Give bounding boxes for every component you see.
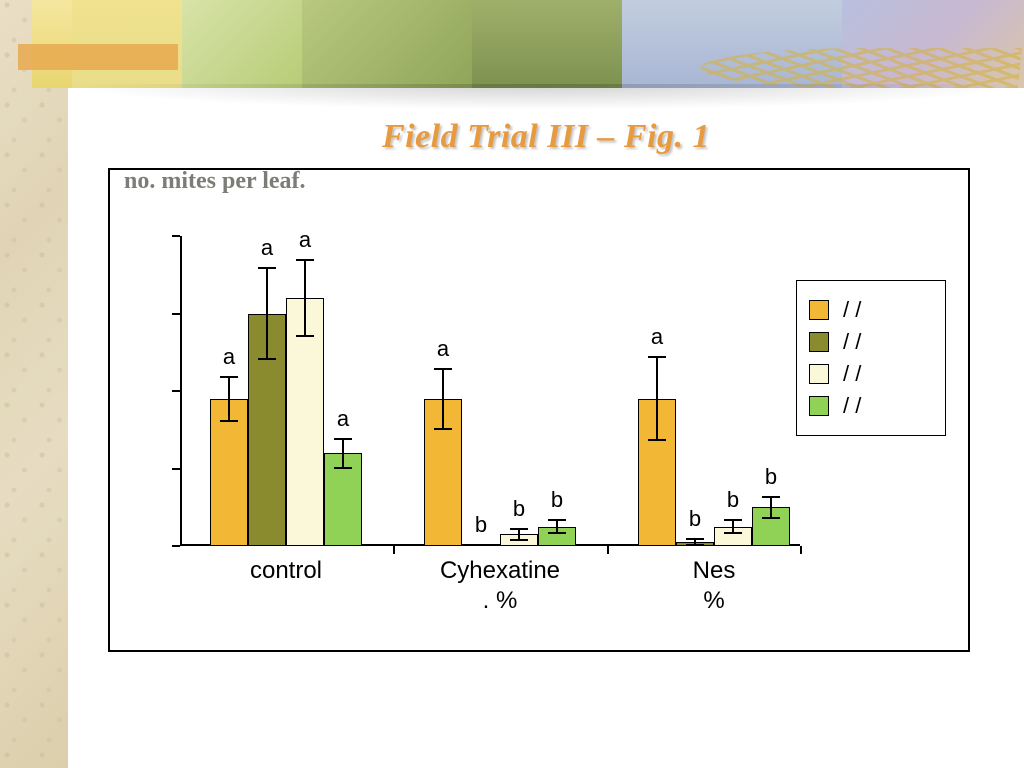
decorative-banner xyxy=(0,0,1024,88)
y-tick xyxy=(172,313,180,315)
error-bar xyxy=(732,519,734,535)
y-tick xyxy=(172,468,180,470)
legend-swatch xyxy=(809,332,829,352)
legend-swatch xyxy=(809,300,829,320)
x-tick xyxy=(393,546,395,554)
x-tick xyxy=(800,546,802,554)
significance-label: b xyxy=(551,487,563,513)
legend-swatch xyxy=(809,396,829,416)
error-bar xyxy=(304,259,306,337)
error-bar xyxy=(694,538,696,546)
significance-label: b xyxy=(689,506,701,532)
error-bar xyxy=(770,496,772,519)
slide-title: Field Trial III – Fig. 1 xyxy=(68,118,1024,156)
legend-swatch xyxy=(809,364,829,384)
error-bar xyxy=(518,528,520,540)
y-axis xyxy=(180,236,182,546)
error-bar xyxy=(442,368,444,430)
y-tick xyxy=(172,545,180,547)
significance-label: a xyxy=(299,227,311,253)
significance-label: a xyxy=(261,235,273,261)
significance-label: b xyxy=(475,512,487,538)
legend: / / / / / / / / xyxy=(796,280,946,436)
legend-item: / / xyxy=(809,361,933,387)
error-bar xyxy=(342,438,344,469)
significance-label: a xyxy=(651,324,663,350)
significance-label: a xyxy=(437,336,449,362)
significance-label: b xyxy=(727,487,739,513)
y-axis-label: no. mites per leaf. xyxy=(124,168,306,195)
category-label: Nes % xyxy=(681,556,747,616)
legend-label: / / xyxy=(843,329,861,355)
y-tick xyxy=(172,235,180,237)
legend-label: / / xyxy=(843,297,861,323)
chart-frame: no. mites per leaf. aaaaabbbabbbcontrolC… xyxy=(108,168,970,652)
bar xyxy=(462,544,500,546)
error-bar xyxy=(228,376,230,423)
banner-shadow xyxy=(62,84,1024,110)
legend-item: / / xyxy=(809,393,933,419)
x-tick xyxy=(607,546,609,554)
legend-label: / / xyxy=(843,393,861,419)
error-bar xyxy=(556,519,558,535)
error-bar xyxy=(656,356,658,441)
category-label: control xyxy=(250,556,322,586)
left-texture-strip xyxy=(0,0,68,768)
significance-label: a xyxy=(223,344,235,370)
significance-label: a xyxy=(337,406,349,432)
significance-label: b xyxy=(765,464,777,490)
y-tick xyxy=(172,390,180,392)
legend-item: / / xyxy=(809,329,933,355)
significance-label: b xyxy=(513,496,525,522)
legend-label: / / xyxy=(843,361,861,387)
category-label: Cyhexatine . % xyxy=(440,556,560,616)
chart-plot-area: aaaaabbbabbbcontrolCyhexatine . %Nes % xyxy=(180,236,780,546)
error-bar xyxy=(266,267,268,360)
legend-item: / / xyxy=(809,297,933,323)
